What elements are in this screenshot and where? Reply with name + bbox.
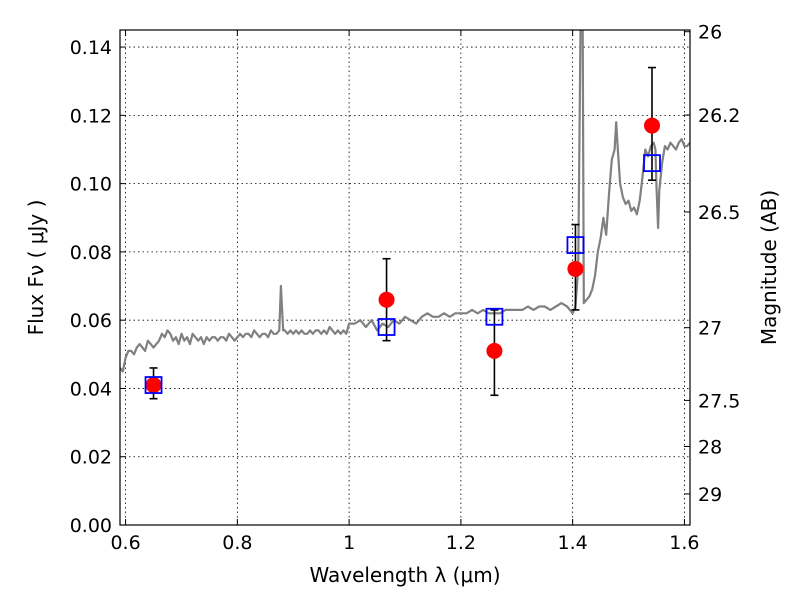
- x-axis-title: Wavelength λ (μm): [309, 563, 500, 587]
- grid-lines: [120, 30, 690, 526]
- y-tick-label: 0.06: [70, 310, 112, 332]
- observed-marker: [486, 342, 503, 359]
- y2-tick-label: 26.2: [698, 105, 740, 127]
- y-tick-label: 0.00: [70, 515, 112, 537]
- spectrum-line: [120, 30, 690, 373]
- x-tick-label: 0.8: [222, 532, 252, 554]
- x-tick-label: 1.2: [446, 532, 476, 554]
- model-marker: [566, 236, 585, 254]
- y2-tick-label: 26.5: [698, 202, 740, 224]
- model-marker: [485, 307, 504, 326]
- y-tick-label: 0.12: [70, 105, 112, 127]
- y-tick-label: 0.14: [70, 37, 112, 59]
- observed-point: [644, 66, 660, 182]
- x-tick-label: 1.4: [558, 532, 588, 554]
- model-marker: [377, 318, 396, 336]
- observed-point: [378, 257, 395, 342]
- y2-tick-label: 28: [698, 436, 722, 458]
- y2-tick-label: 26: [698, 22, 722, 44]
- x-tick-label: 1.6: [669, 532, 699, 554]
- y2-tick-label: 29: [698, 484, 722, 506]
- observed-point: [145, 367, 162, 400]
- x-axis-ticks: 0.6 0.8 1 1.2 1.4 1.6: [110, 30, 700, 554]
- observed-marker: [145, 377, 162, 394]
- y-tick-label: 0.08: [70, 242, 112, 264]
- observed-marker: [644, 117, 660, 134]
- plot-frame: [119, 29, 691, 526]
- model-marker: [643, 154, 661, 173]
- observed-marker: [378, 291, 395, 308]
- plot-area: [120, 30, 690, 400]
- y-axis-ticks: 0.00 0.02 0.04 0.06 0.08 0.10 0.12 0.14: [70, 37, 126, 537]
- y-tick-label: 0.04: [70, 378, 112, 400]
- observed-marker: [567, 260, 584, 277]
- model-marker: [144, 376, 163, 394]
- y-axis-title: Flux Fν ( μJy ): [24, 200, 48, 336]
- y2-tick-label: 27: [698, 318, 722, 340]
- x-tick-label: 0.6: [110, 532, 140, 554]
- y2-axis-ticks: 26 26.2 26.5 27 27.5 28 29: [684, 22, 740, 506]
- observed-point: [567, 223, 584, 311]
- observed-point: [486, 309, 503, 397]
- x-tick-label: 1: [343, 532, 355, 554]
- y2-tick-label: 27.5: [698, 390, 740, 412]
- y2-axis-title: Magnitude (AB): [757, 190, 781, 345]
- y-tick-label: 0.02: [70, 447, 112, 469]
- y-tick-label: 0.10: [70, 174, 112, 196]
